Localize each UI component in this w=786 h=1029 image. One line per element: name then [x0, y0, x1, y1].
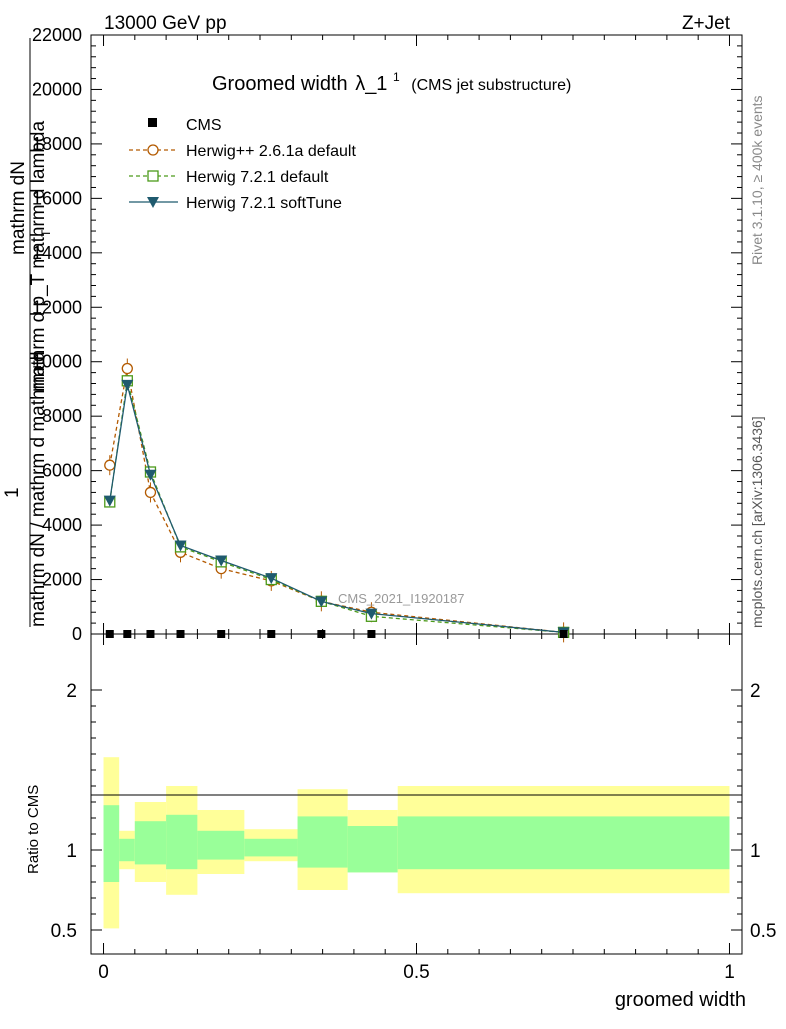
ratio-ytick-label-left-0: 0.5	[51, 921, 77, 942]
legend: CMS Herwig++ 2.6.1a default Herwig 7.2.1…	[129, 117, 356, 212]
ratio-band-inner-5	[244, 838, 298, 857]
ratio-xtick-label-2: 1	[724, 962, 735, 983]
series-0-point-8	[559, 630, 568, 638]
main-ytick-label-10: 20000	[32, 79, 82, 99]
series-3-point-4	[215, 555, 228, 567]
plot-title-lambda: λ_1	[355, 73, 387, 95]
main-ytick-label-5: 10000	[32, 352, 82, 372]
series-0-point-0	[105, 630, 114, 638]
analysis-watermark: CMS_2021_I1920187	[338, 591, 465, 606]
main-ytick-label-3: 6000	[42, 461, 82, 481]
ratio-ytick-label-left-2: 2	[66, 681, 77, 702]
series-line-2	[109, 380, 564, 634]
y-label-subscript: T	[39, 229, 53, 237]
header-right: Z+Jet	[682, 13, 731, 34]
series-line-3	[109, 384, 564, 634]
series-1-point-1	[121, 362, 133, 375]
y-label-numerator: mathrm dN	[8, 161, 29, 255]
ratio-band-inner-1	[119, 838, 135, 862]
ratio-ytick-label-left-1: 1	[66, 841, 77, 862]
rivet-label: Rivet 3.1.10, ≥ 400k events	[749, 95, 765, 265]
main-ytick-label-7: 14000	[32, 243, 82, 263]
series-0-point-3	[176, 630, 185, 638]
plot-title: Groomed width λ_1 1 (CMS jet substructur…	[212, 64, 571, 95]
series-3-point-2	[144, 469, 157, 481]
legend-label-herwig-default: Herwig 7.2.1 default	[186, 169, 329, 186]
series-0-point-7	[367, 630, 376, 638]
series-1-point-2	[144, 486, 157, 499]
ratio-band-inner-2	[134, 821, 167, 865]
ratio-band-inner-4	[197, 830, 245, 860]
ratio-band-inner-6	[297, 816, 348, 868]
series-3-point-6	[315, 596, 328, 608]
main-y-axis-label: mathrm dN mathrm d p_T mathrm d lambda T…	[2, 38, 53, 627]
main-ytick-label-0: 0	[72, 624, 82, 644]
mcplots-label: mcplots.cern.ch [arXiv:1306.3436]	[749, 416, 765, 628]
ratio-xtick-label-0: 0	[98, 962, 109, 983]
main-ytick-label-2: 4000	[42, 515, 82, 535]
ratio-xtick-label-1: 0.5	[403, 962, 429, 983]
legend-marker-herwig-default	[147, 170, 159, 182]
main-ytick-label-1: 2000	[42, 570, 82, 590]
ratio-y-axis-label: Ratio to CMS	[25, 785, 42, 874]
series-0-point-4	[217, 630, 226, 638]
series-3-point-1	[121, 379, 134, 391]
ratio-ytick-label-right-2: 2	[750, 681, 761, 702]
plot-title-main: Groomed width	[212, 73, 348, 95]
main-ytick-label-6: 12000	[32, 297, 82, 317]
ratio-band-inner-8	[397, 816, 730, 870]
series-line-1	[109, 368, 564, 634]
series-layer	[103, 358, 570, 643]
series-0-point-1	[123, 630, 132, 638]
legend-marker-herwig-soft	[147, 197, 159, 208]
main-ytick-label-9: 18000	[32, 134, 82, 154]
series-3-point-7	[365, 608, 378, 620]
series-3-point-3	[174, 540, 187, 552]
legend-label-cms: CMS	[186, 117, 222, 134]
series-0-point-5	[267, 630, 276, 638]
y-label-denominator: mathrm dN / mathrm d mathrm d	[28, 351, 49, 627]
y-label-numerator-2: mathrm d p_T mathrm d lambda	[28, 121, 49, 392]
ratio-bands	[103, 757, 730, 929]
y-label-one: 1	[2, 487, 23, 498]
series-3-point-0	[103, 495, 116, 507]
ratio-ytick-label-right-0: 0.5	[750, 921, 776, 942]
series-0-point-6	[317, 630, 326, 638]
series-1-point-0	[104, 459, 116, 471]
series-0-point-2	[146, 630, 155, 638]
ratio-band-inner-3	[166, 814, 198, 870]
main-ytick-label-11: 22000	[32, 25, 82, 45]
plot-title-sub: (CMS jet substructure)	[411, 77, 571, 94]
ratio-band-inner-7	[347, 826, 398, 873]
plot-title-superscript: 1	[393, 70, 400, 84]
legend-label-herwig-old: Herwig++ 2.6.1a default	[186, 143, 356, 160]
legend-label-herwig-soft: Herwig 7.2.1 softTune	[186, 195, 342, 212]
ratio-ticks: 0.5 0.5 1 1 2 2 0 0.5 1	[51, 634, 776, 983]
ratio-ytick-label-right-1: 1	[750, 841, 761, 862]
main-y-ticks: 0 2000 4000 6000 8000 10000 12000 14000 16000 180…	[32, 25, 742, 644]
legend-marker-cms	[148, 118, 157, 127]
x-axis-label: groomed width	[615, 989, 746, 1011]
header-left: 13000 GeV pp	[104, 13, 227, 34]
ratio-band-inner-0	[103, 805, 120, 882]
main-ytick-label-4: 8000	[42, 406, 82, 426]
legend-marker-herwig-old	[147, 144, 159, 156]
series-3-point-5	[265, 573, 278, 585]
main-ytick-label-8: 16000	[32, 188, 82, 208]
